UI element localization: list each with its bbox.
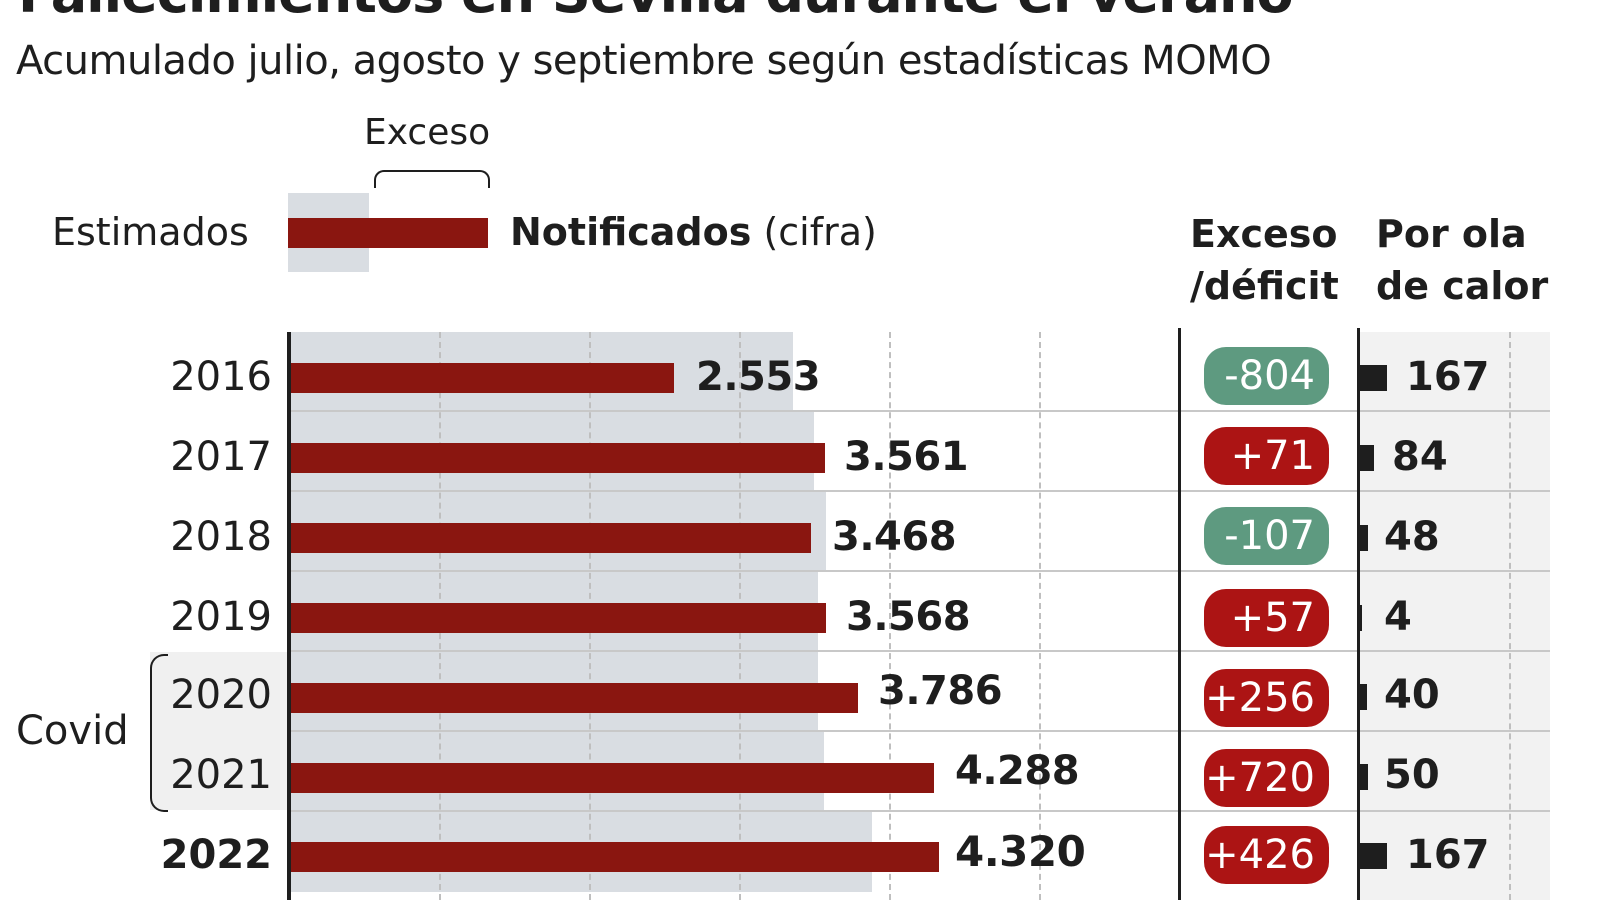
heatwave-value: 40 [1384, 672, 1440, 718]
excess-column-divider [1178, 328, 1181, 900]
notified-bar-2021 [291, 763, 934, 793]
legend-notified-name: Notificados [510, 210, 752, 254]
legend-notified-suffix: (cifra) [763, 210, 877, 254]
excess-header-line2: /déficit [1190, 264, 1339, 308]
row-separator [291, 650, 1550, 652]
notified-bar-2016 [291, 363, 674, 393]
legend-estimated-label: Estimados [52, 210, 249, 254]
heatwave-bar [1360, 843, 1387, 869]
legend-excess-label: Exceso [364, 112, 491, 153]
year-label: 2019 [170, 594, 272, 640]
heatwave-value: 167 [1406, 832, 1490, 878]
row-separator [291, 410, 1550, 412]
year-label: 2018 [170, 514, 272, 560]
year-label: 2016 [170, 354, 272, 400]
heatwave-value: 48 [1384, 514, 1440, 560]
heatwave-column-header: Por ola de calor [1376, 208, 1548, 312]
heat-header-line1: Por ola [1376, 212, 1527, 256]
covid-label: Covid [16, 708, 129, 754]
notified-value: 3.786 [878, 668, 1003, 714]
excess-badge-positive: +57 [1204, 589, 1329, 647]
heatwave-axis [1357, 328, 1360, 900]
legend-notified-label: Notificados (cifra) [510, 210, 877, 254]
row-separator [291, 730, 1550, 732]
row-separator [291, 570, 1550, 572]
bar-axis [287, 332, 291, 900]
excess-badge-positive: +71 [1204, 427, 1329, 485]
notified-bar-2019 [291, 603, 826, 633]
heatwave-bar [1360, 445, 1374, 471]
excess-badge-negative: -804 [1204, 347, 1329, 405]
excess-badge-positive: +426 [1204, 826, 1329, 884]
notified-bar-2022 [291, 842, 939, 872]
heatwave-value: 4 [1384, 594, 1412, 640]
excess-column-header: Exceso /déficit [1190, 208, 1339, 312]
heatwave-value: 84 [1392, 434, 1448, 480]
notified-value: 3.561 [844, 434, 969, 480]
legend-notified-swatch [288, 218, 488, 248]
year-label: 2017 [170, 434, 272, 480]
gridline-4000 [889, 332, 891, 900]
chart-subtitle: Acumulado julio, agosto y septiembre seg… [16, 38, 1272, 84]
heatwave-bar [1360, 764, 1368, 790]
heat-gridline [1509, 332, 1511, 900]
excess-badge-positive: +720 [1204, 749, 1329, 807]
notified-value: 3.568 [846, 594, 971, 640]
heatwave-bar [1360, 525, 1368, 551]
excess-badge-negative: -107 [1204, 507, 1329, 565]
notified-value: 2.553 [696, 354, 821, 400]
notified-value: 3.468 [832, 514, 957, 560]
covid-group-background [150, 652, 288, 810]
excess-header-line1: Exceso [1190, 212, 1338, 256]
row-separator [291, 490, 1550, 492]
notified-bar-2018 [291, 523, 811, 553]
heatwave-bar [1360, 605, 1362, 631]
notified-value: 4.320 [955, 827, 1086, 876]
heatwave-value: 50 [1384, 752, 1440, 798]
gridline-5000 [1039, 332, 1041, 900]
heatwave-value: 167 [1406, 354, 1490, 400]
year-label: 2020 [170, 672, 272, 718]
legend-excess-brace [374, 170, 490, 188]
heat-header-line2: de calor [1376, 264, 1549, 308]
heatwave-bar [1360, 684, 1367, 710]
chart-title: Fallecimientos en Sevilla durante el ver… [18, 0, 1294, 25]
year-label: 2021 [170, 752, 272, 798]
heatwave-bar [1360, 365, 1387, 391]
notified-bar-2017 [291, 443, 825, 473]
row-separator [291, 810, 1550, 812]
year-label: 2022 [160, 832, 272, 878]
covid-bracket [150, 654, 168, 812]
excess-badge-positive: +256 [1204, 669, 1329, 727]
heatwave-column-background [1360, 332, 1550, 900]
notified-value: 4.288 [955, 748, 1080, 794]
notified-bar-2020 [291, 683, 858, 713]
